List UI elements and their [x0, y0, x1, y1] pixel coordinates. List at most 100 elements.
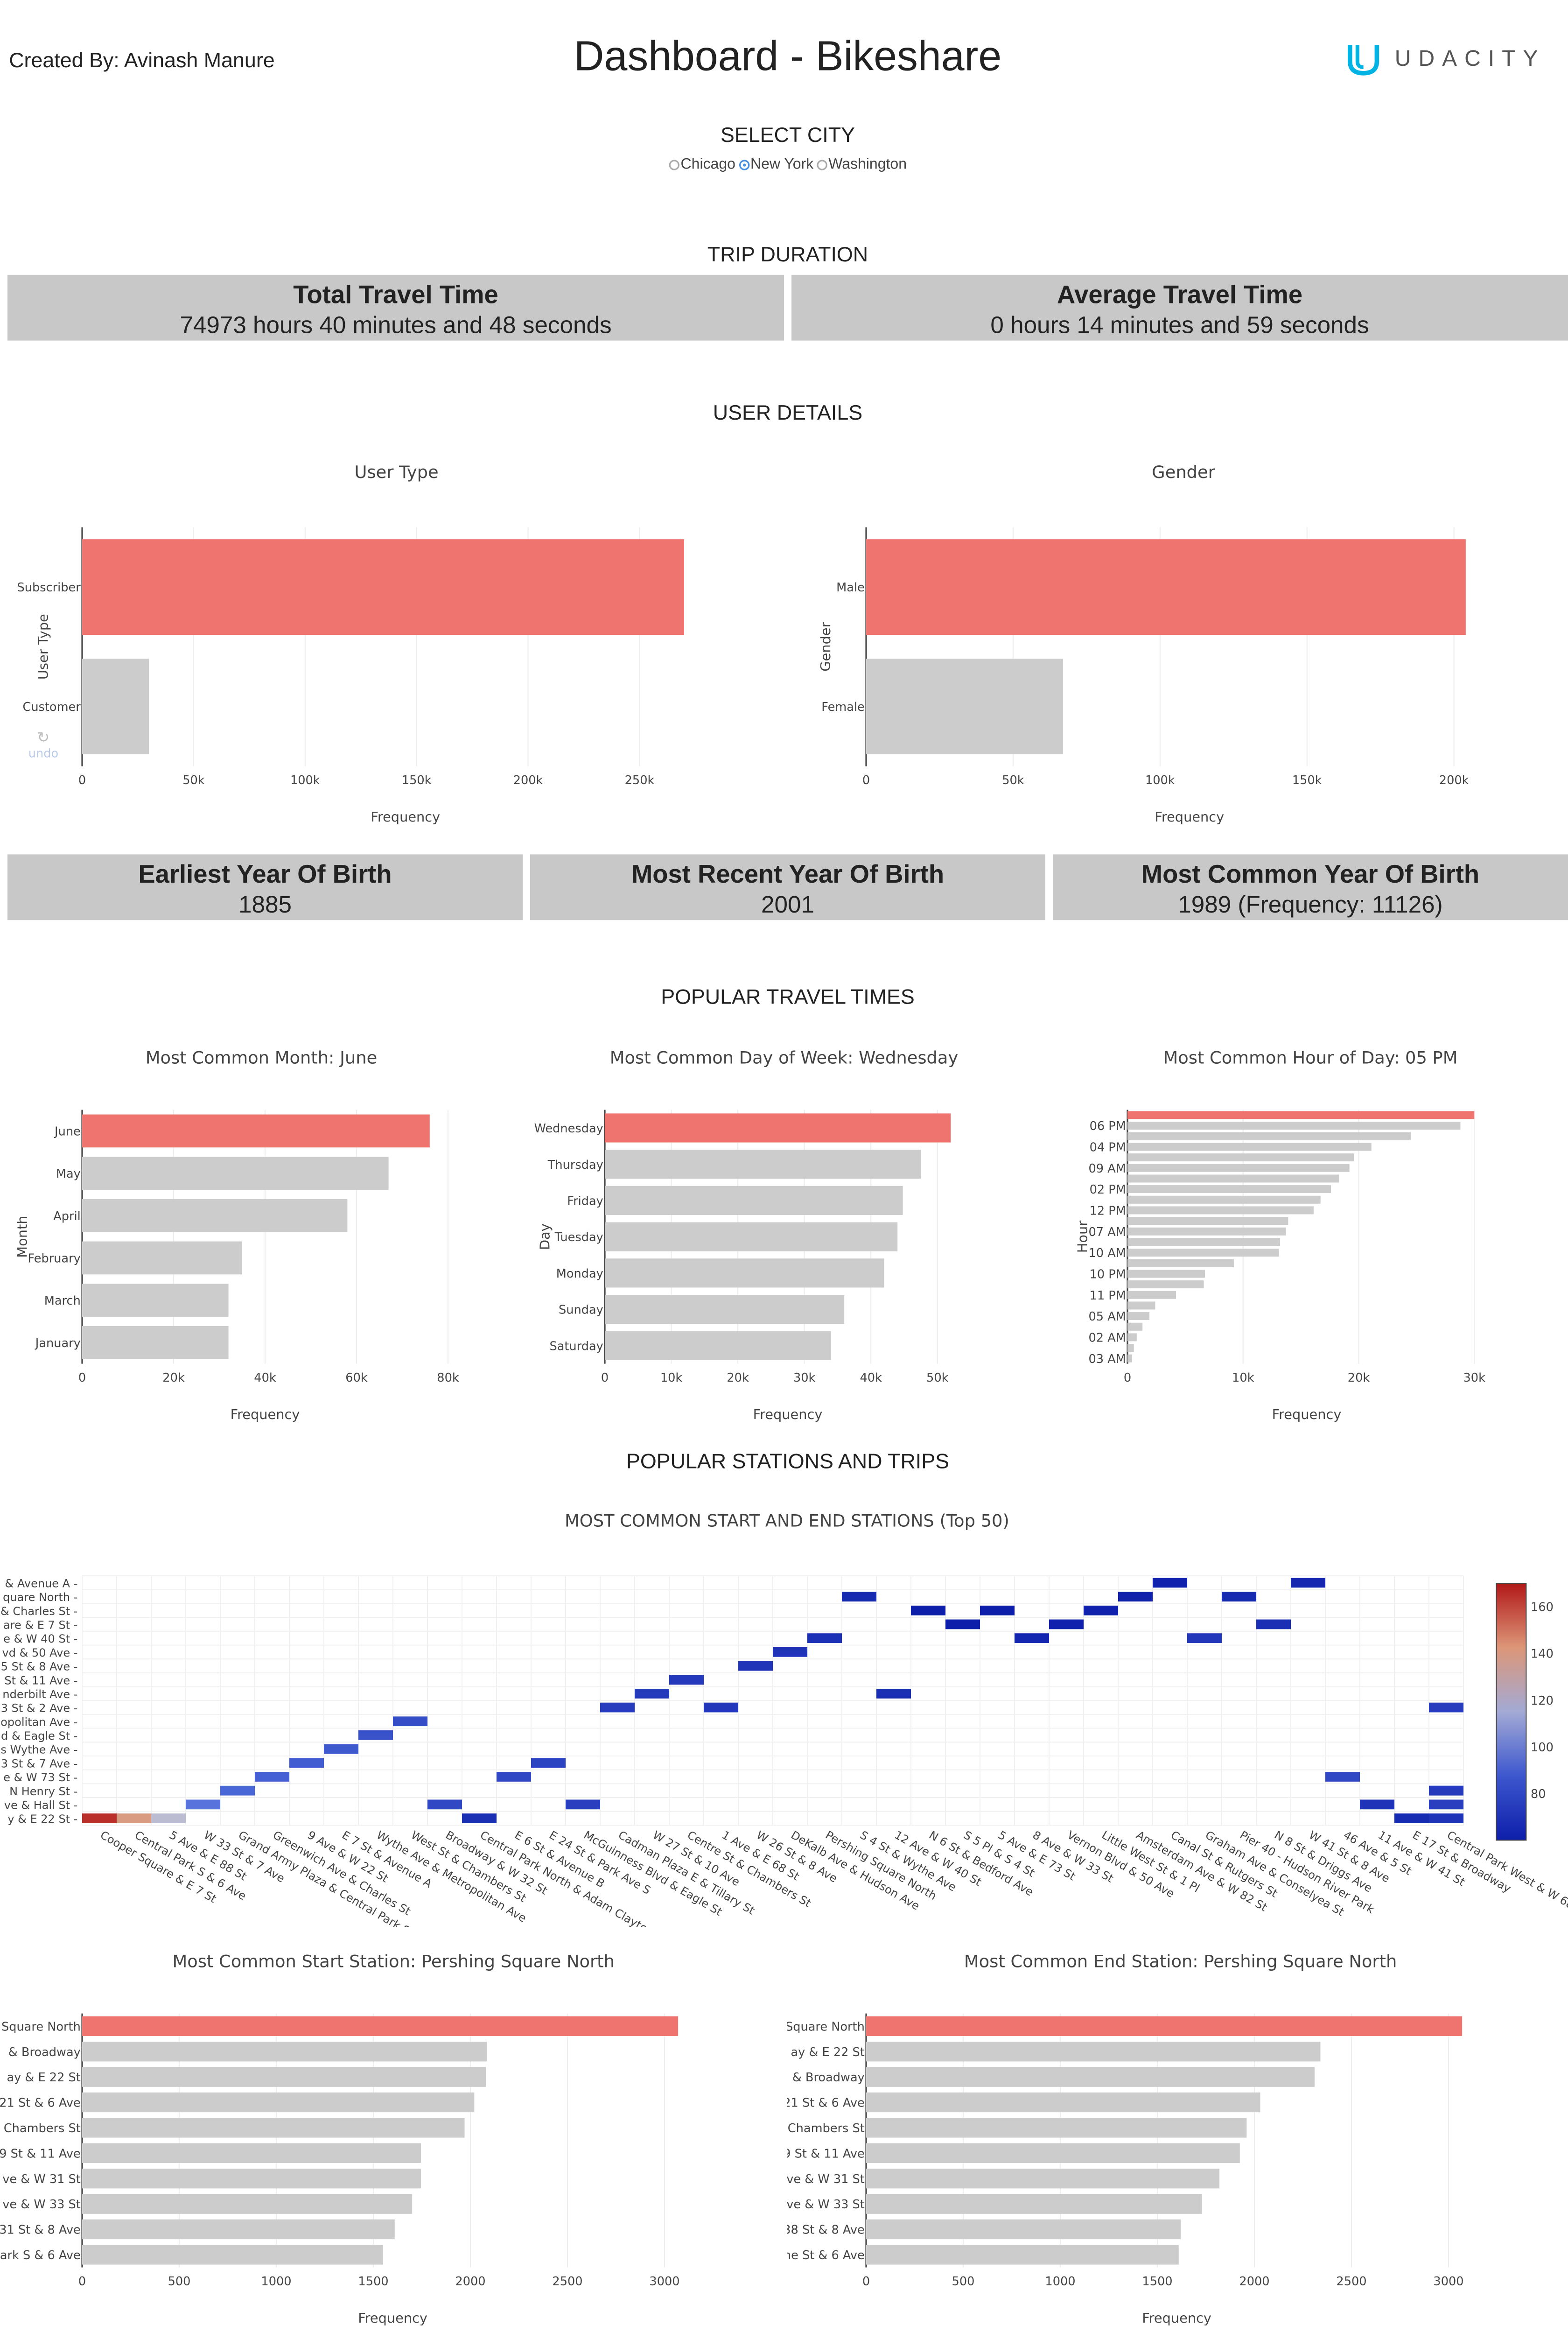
heatmap-cell: [1084, 1605, 1118, 1616]
y-tick-label: 10 PM: [1090, 1268, 1126, 1282]
y-tick-label: 21 St & 6 Ave: [0, 2096, 81, 2110]
bar: [82, 2219, 395, 2240]
y-tick-label: 11 PM: [1090, 1289, 1126, 1303]
y-tick-label: February: [28, 1252, 80, 1266]
city-radio-new-york[interactable]: New York: [738, 157, 813, 173]
y-tick-label: Saturday: [549, 1339, 603, 1353]
y-tick-label: quare North -: [3, 1591, 77, 1604]
bar: [1127, 1206, 1314, 1215]
radio-circle-icon[interactable]: [816, 160, 827, 170]
city-radio-washington[interactable]: Washington: [816, 157, 907, 173]
x-tick-label: 0: [862, 773, 870, 787]
radio-selected-icon[interactable]: [738, 160, 749, 170]
x-tick-label: 10k: [660, 1371, 683, 1385]
gender-chart[interactable]: Gender 0 50k 100k 150k 200k Male Female Frequenc…: [787, 448, 1568, 844]
y-tick-label: Monday: [556, 1267, 603, 1281]
heatmap-cell: [566, 1799, 600, 1810]
bar: [1127, 1132, 1411, 1140]
heatmap-cell: [324, 1744, 358, 1754]
popular-travel-times-heading: POPULAR TRAVEL TIMES: [661, 984, 915, 1008]
bar: [866, 539, 1466, 635]
y-tick-label: January: [35, 1336, 81, 1350]
colorbar-tick-label: 100: [1531, 1741, 1554, 1755]
bar: [1127, 1333, 1137, 1342]
y-tick-label: ve & W 33 St: [787, 2198, 864, 2212]
heatmap-cell: [1394, 1813, 1429, 1823]
x-tick-label: 150k: [402, 773, 432, 787]
bar: [1127, 1227, 1286, 1236]
heatmap-cell: [1325, 1772, 1360, 1782]
undo-label[interactable]: undo: [28, 747, 59, 760]
created-by: Created By: Avinash Manure: [9, 48, 275, 72]
bar: [605, 1222, 898, 1251]
city-radio-chicago[interactable]: Chicago: [668, 157, 735, 174]
month-chart[interactable]: Most Common Month: June 0 20k 40k 60k 80k June…: [0, 1031, 523, 1426]
bar: [82, 1157, 389, 1190]
y-tick-label: Customer: [22, 700, 81, 714]
y-tick-label: & Charles St -: [0, 1605, 77, 1618]
y-axis-label: Month: [14, 1215, 30, 1257]
y-tick-label: 12 PM: [1090, 1204, 1126, 1218]
chart-title: Most Common Month: June: [146, 1047, 378, 1068]
city-option-label: Chicago: [680, 157, 735, 174]
y-tick-label: Male: [836, 581, 865, 595]
y-tick-label: Square North: [787, 2020, 864, 2034]
x-tick-label: 40k: [860, 1371, 882, 1385]
heatmap-cell: [531, 1758, 566, 1768]
x-tick-label: 0: [78, 773, 86, 787]
heatmap-cell: [1187, 1633, 1222, 1643]
udacity-logo: UDACITY: [1344, 39, 1546, 77]
start-station-chart[interactable]: Most Common Start Station: Pershing Squa…: [0, 1934, 787, 2332]
heatmap-cell: [945, 1619, 980, 1630]
y-axis-label: Gender: [818, 622, 833, 671]
bar: [82, 1241, 242, 1275]
y-tick-label: 02 AM: [1089, 1331, 1126, 1345]
heatmap-cell: [1291, 1578, 1325, 1588]
y-axis-label: Hour: [1075, 1221, 1091, 1253]
hour-chart[interactable]: Most Common Hour of Day: 05 PM 0 10k 20k 30k…: [1045, 1031, 1568, 1426]
y-axis-label: Day: [537, 1223, 553, 1250]
start-end-heatmap[interactable]: MOST COMMON START AND END STATIONS (Top …: [0, 1494, 1568, 1927]
bar: [605, 1294, 845, 1324]
user-type-chart[interactable]: User Type 0 50k 100k 150k 200k 250k Subscriber C…: [0, 448, 787, 844]
x-tick-label: 100k: [290, 773, 320, 787]
bar: [82, 2245, 383, 2265]
heatmap-cell: [1222, 1592, 1256, 1601]
y-tick-label: 3 St & 7 Ave -: [1, 1757, 78, 1770]
y-tick-label: d & Eagle St -: [1, 1729, 77, 1742]
x-tick-label: 30k: [793, 1371, 816, 1385]
bar: [866, 2143, 1240, 2163]
heatmap-cell: [669, 1675, 704, 1685]
x-tick-label: 2000: [455, 2275, 485, 2289]
end-station-chart[interactable]: Most Common End Station: Pershing Square…: [787, 1934, 1568, 2332]
bar: [1127, 1270, 1205, 1278]
day-chart[interactable]: Most Common Day of Week: Wednesday 0 10k 20…: [523, 1031, 1045, 1426]
y-axis-label: User Type: [35, 614, 51, 680]
y-tick-label: are & E 7 St -: [3, 1619, 77, 1632]
bar: [1127, 1259, 1234, 1267]
undo-icon[interactable]: ↻: [37, 730, 50, 747]
bar: [1127, 1174, 1339, 1183]
heatmap-cell: [807, 1633, 842, 1643]
x-axis-label: Frequency: [753, 1406, 823, 1422]
card-value: 2001: [761, 893, 814, 919]
heatmap-cell: [1360, 1799, 1394, 1810]
heatmap-cell: [1429, 1702, 1463, 1713]
heatmap-cell: [1153, 1578, 1187, 1588]
y-tick-label: 06 PM: [1090, 1119, 1126, 1133]
chart-title: MOST COMMON START AND END STATIONS (Top …: [565, 1510, 1009, 1531]
heatmap-cell: [600, 1702, 635, 1713]
bar: [605, 1186, 903, 1215]
y-tick-label: 10 AM: [1089, 1246, 1126, 1260]
bar: [82, 1199, 348, 1232]
y-tick-label: June: [54, 1125, 81, 1139]
x-tick-label: 500: [168, 2275, 191, 2289]
card-title: Total Travel Time: [293, 281, 498, 309]
radio-circle-icon[interactable]: [668, 160, 679, 170]
bar: [82, 1114, 430, 1148]
bar: [605, 1258, 884, 1288]
heatmap-cell: [358, 1730, 393, 1740]
x-tick-label: 20k: [1348, 1371, 1370, 1385]
undo-button[interactable]: ↻ undo: [28, 731, 58, 760]
x-tick-label: 10k: [1232, 1371, 1254, 1385]
